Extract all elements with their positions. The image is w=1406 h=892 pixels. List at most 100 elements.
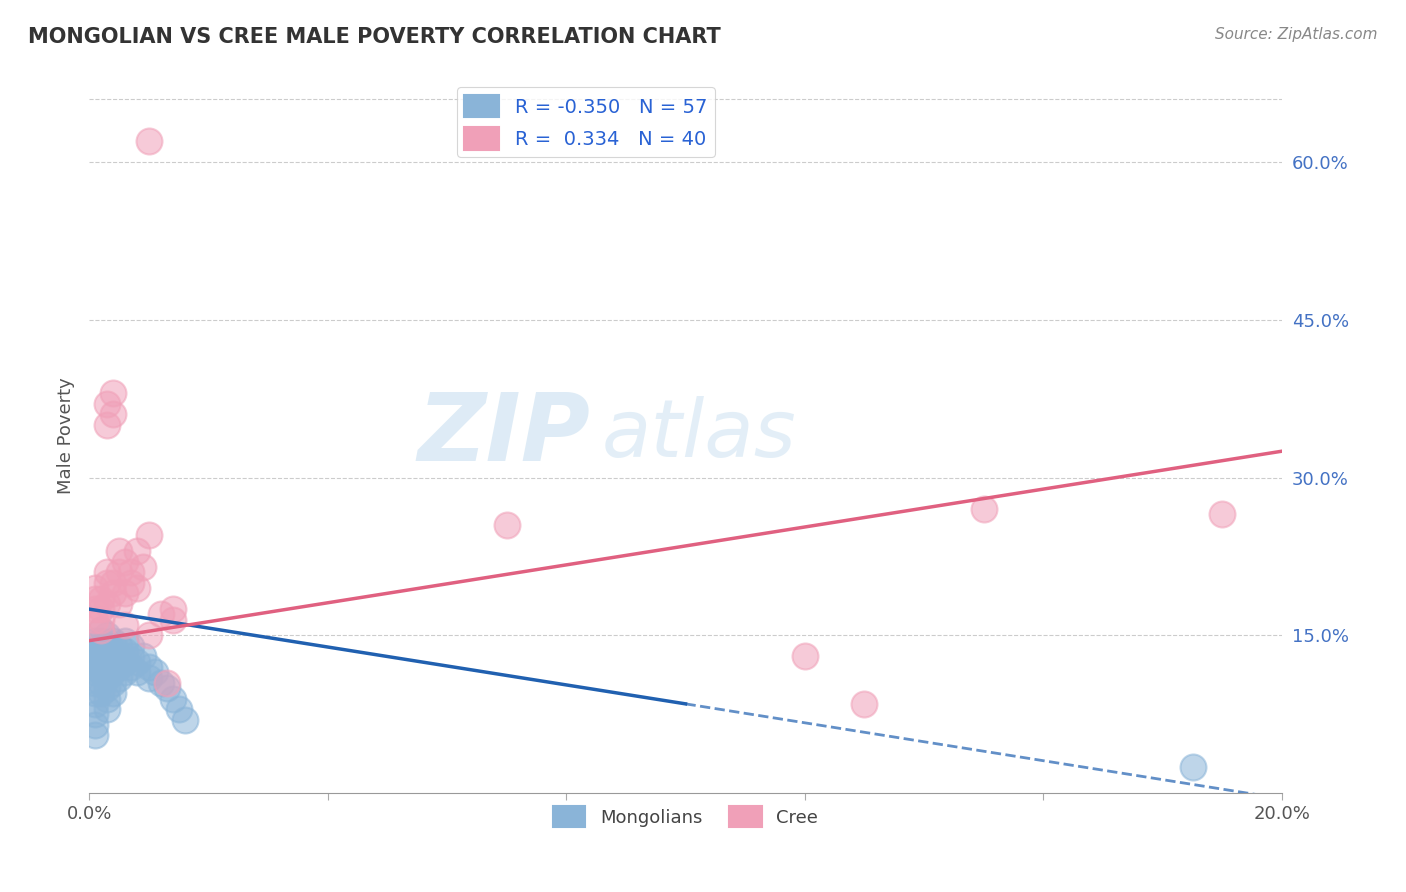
Point [96, 681, 118, 695]
Point [90, 602, 112, 616]
Point [90, 633, 112, 648]
Point [96, 660, 118, 674]
Point [84, 697, 107, 711]
Point [84, 591, 107, 606]
Point [84, 728, 107, 742]
Point [90, 675, 112, 690]
Point [84, 655, 107, 669]
Point [114, 586, 136, 600]
Point [108, 671, 131, 685]
Point [96, 649, 118, 664]
Point [155, 681, 177, 695]
Point [101, 575, 124, 590]
Text: atlas: atlas [602, 396, 797, 475]
Point [84, 633, 107, 648]
Point [90, 665, 112, 680]
Point [101, 675, 124, 690]
Point [84, 644, 107, 658]
Point [90, 623, 112, 637]
Point [84, 649, 107, 664]
Point [90, 644, 112, 658]
Point [132, 649, 155, 664]
Point [114, 665, 136, 680]
Point [90, 613, 112, 627]
Point [108, 660, 131, 674]
Point [162, 691, 184, 706]
Point [108, 597, 131, 611]
Point [108, 544, 131, 558]
Point [84, 665, 107, 680]
Point [96, 702, 118, 716]
Point [90, 655, 112, 669]
Point [96, 417, 118, 432]
Text: MONGOLIAN VS CREE MALE POVERTY CORRELATION CHART: MONGOLIAN VS CREE MALE POVERTY CORRELATI… [28, 27, 721, 46]
Point [108, 649, 131, 664]
Point [108, 566, 131, 580]
Point [125, 581, 148, 595]
Point [149, 607, 172, 622]
Point [96, 597, 118, 611]
Point [101, 386, 124, 401]
Text: ZIP: ZIP [418, 390, 591, 482]
Point [96, 628, 118, 642]
Point [101, 633, 124, 648]
Point [114, 618, 136, 632]
Point [149, 675, 172, 690]
Point [84, 602, 107, 616]
Y-axis label: Male Poverty: Male Poverty [58, 377, 75, 494]
Point [1211, 508, 1233, 522]
Point [84, 686, 107, 700]
Point [101, 408, 124, 422]
Point [138, 528, 160, 542]
Point [114, 655, 136, 669]
Point [120, 660, 142, 674]
Point [84, 613, 107, 627]
Point [108, 639, 131, 653]
Point [114, 633, 136, 648]
Point [162, 602, 184, 616]
Point [101, 655, 124, 669]
Point [101, 586, 124, 600]
Point [90, 591, 112, 606]
Point [173, 713, 195, 727]
Point [125, 655, 148, 669]
Point [96, 671, 118, 685]
Point [90, 639, 112, 653]
Point [125, 665, 148, 680]
Point [120, 639, 142, 653]
Point [167, 702, 190, 716]
Point [138, 134, 160, 148]
Point [125, 544, 148, 558]
Point [114, 644, 136, 658]
Point [973, 502, 995, 516]
Point [96, 639, 118, 653]
Point [96, 575, 118, 590]
Point [101, 665, 124, 680]
Legend: Mongolians, Cree: Mongolians, Cree [546, 799, 825, 834]
Point [84, 660, 107, 674]
Point [495, 517, 517, 532]
Point [138, 628, 160, 642]
Point [96, 566, 118, 580]
Text: Source: ZipAtlas.com: Source: ZipAtlas.com [1215, 27, 1378, 42]
Point [120, 649, 142, 664]
Point [90, 623, 112, 637]
Point [853, 697, 876, 711]
Point [101, 644, 124, 658]
Point [84, 675, 107, 690]
Point [155, 675, 177, 690]
Point [120, 575, 142, 590]
Point [96, 691, 118, 706]
Point [114, 555, 136, 569]
Point [120, 566, 142, 580]
Point [84, 707, 107, 722]
Point [138, 671, 160, 685]
Point [138, 660, 160, 674]
Point [793, 649, 815, 664]
Point [1181, 760, 1204, 774]
Point [96, 397, 118, 411]
Point [84, 718, 107, 732]
Point [101, 686, 124, 700]
Point [84, 581, 107, 595]
Point [132, 560, 155, 574]
